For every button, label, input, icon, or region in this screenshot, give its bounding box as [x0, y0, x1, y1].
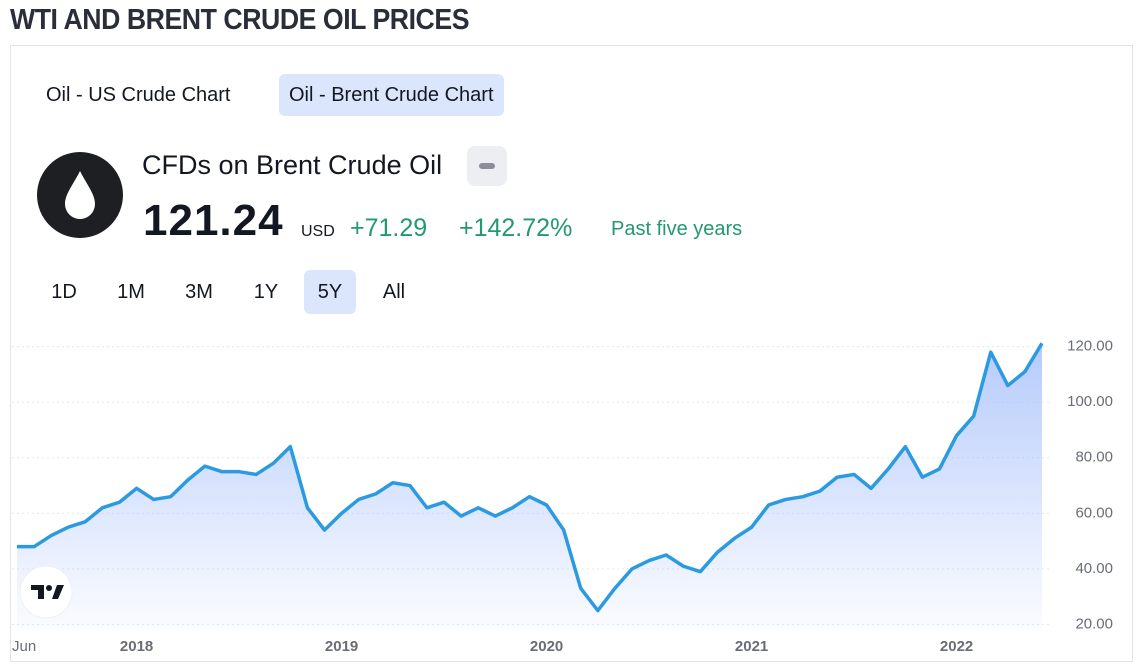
status-button[interactable]	[467, 146, 507, 186]
x-tick-label: 2021	[735, 638, 768, 655]
y-tick-label: 20.00	[1075, 615, 1113, 632]
y-tick-label: 80.00	[1075, 449, 1113, 466]
range-button[interactable]: All	[382, 281, 406, 303]
logo-badge	[19, 565, 73, 619]
x-tick-label: 2019	[325, 638, 358, 655]
chart-card: Oil - US Crude Chart Oil - Brent Crude Ch…	[10, 45, 1133, 662]
logo-dot	[46, 585, 52, 591]
range-button[interactable]: 1Y	[253, 281, 279, 303]
y-tick-label: 60.00	[1075, 504, 1113, 521]
symbol-name: CFDs on Brent Crude Oil	[142, 150, 443, 180]
price: 121.24	[143, 196, 284, 245]
page-title: WTI AND BRENT CRUDE OIL PRICES	[10, 4, 470, 36]
x-tick-label: 2018	[120, 638, 153, 655]
symbol-icon	[37, 152, 123, 238]
y-tick-label: 120.00	[1067, 338, 1113, 355]
line	[17, 342, 1044, 613]
area	[17, 343, 1042, 630]
range-button[interactable]: 1D	[51, 281, 77, 303]
x-tick-label: 2020	[530, 638, 563, 655]
x-tick-label: 2022	[940, 638, 973, 655]
x-tick-label: Jun	[12, 638, 36, 655]
tradingview-logo	[19, 565, 73, 619]
range-button[interactable]: 1M	[117, 281, 145, 303]
range-button[interactable]: 5Y	[304, 270, 356, 314]
period: Past five years	[611, 218, 743, 240]
chart-tab[interactable]: Oil - US Crude Chart	[46, 84, 231, 106]
y-tick-label: 40.00	[1075, 560, 1113, 577]
price-change: +71.29	[350, 214, 428, 242]
range-button[interactable]: 3M	[185, 281, 213, 303]
currency: USD	[301, 223, 335, 240]
y-tick-label: 100.00	[1067, 393, 1113, 410]
price-change-percent: +142.72%	[459, 214, 573, 242]
logo-mark	[31, 585, 64, 599]
chart-tab[interactable]: Oil - Brent Crude Chart	[279, 74, 504, 116]
